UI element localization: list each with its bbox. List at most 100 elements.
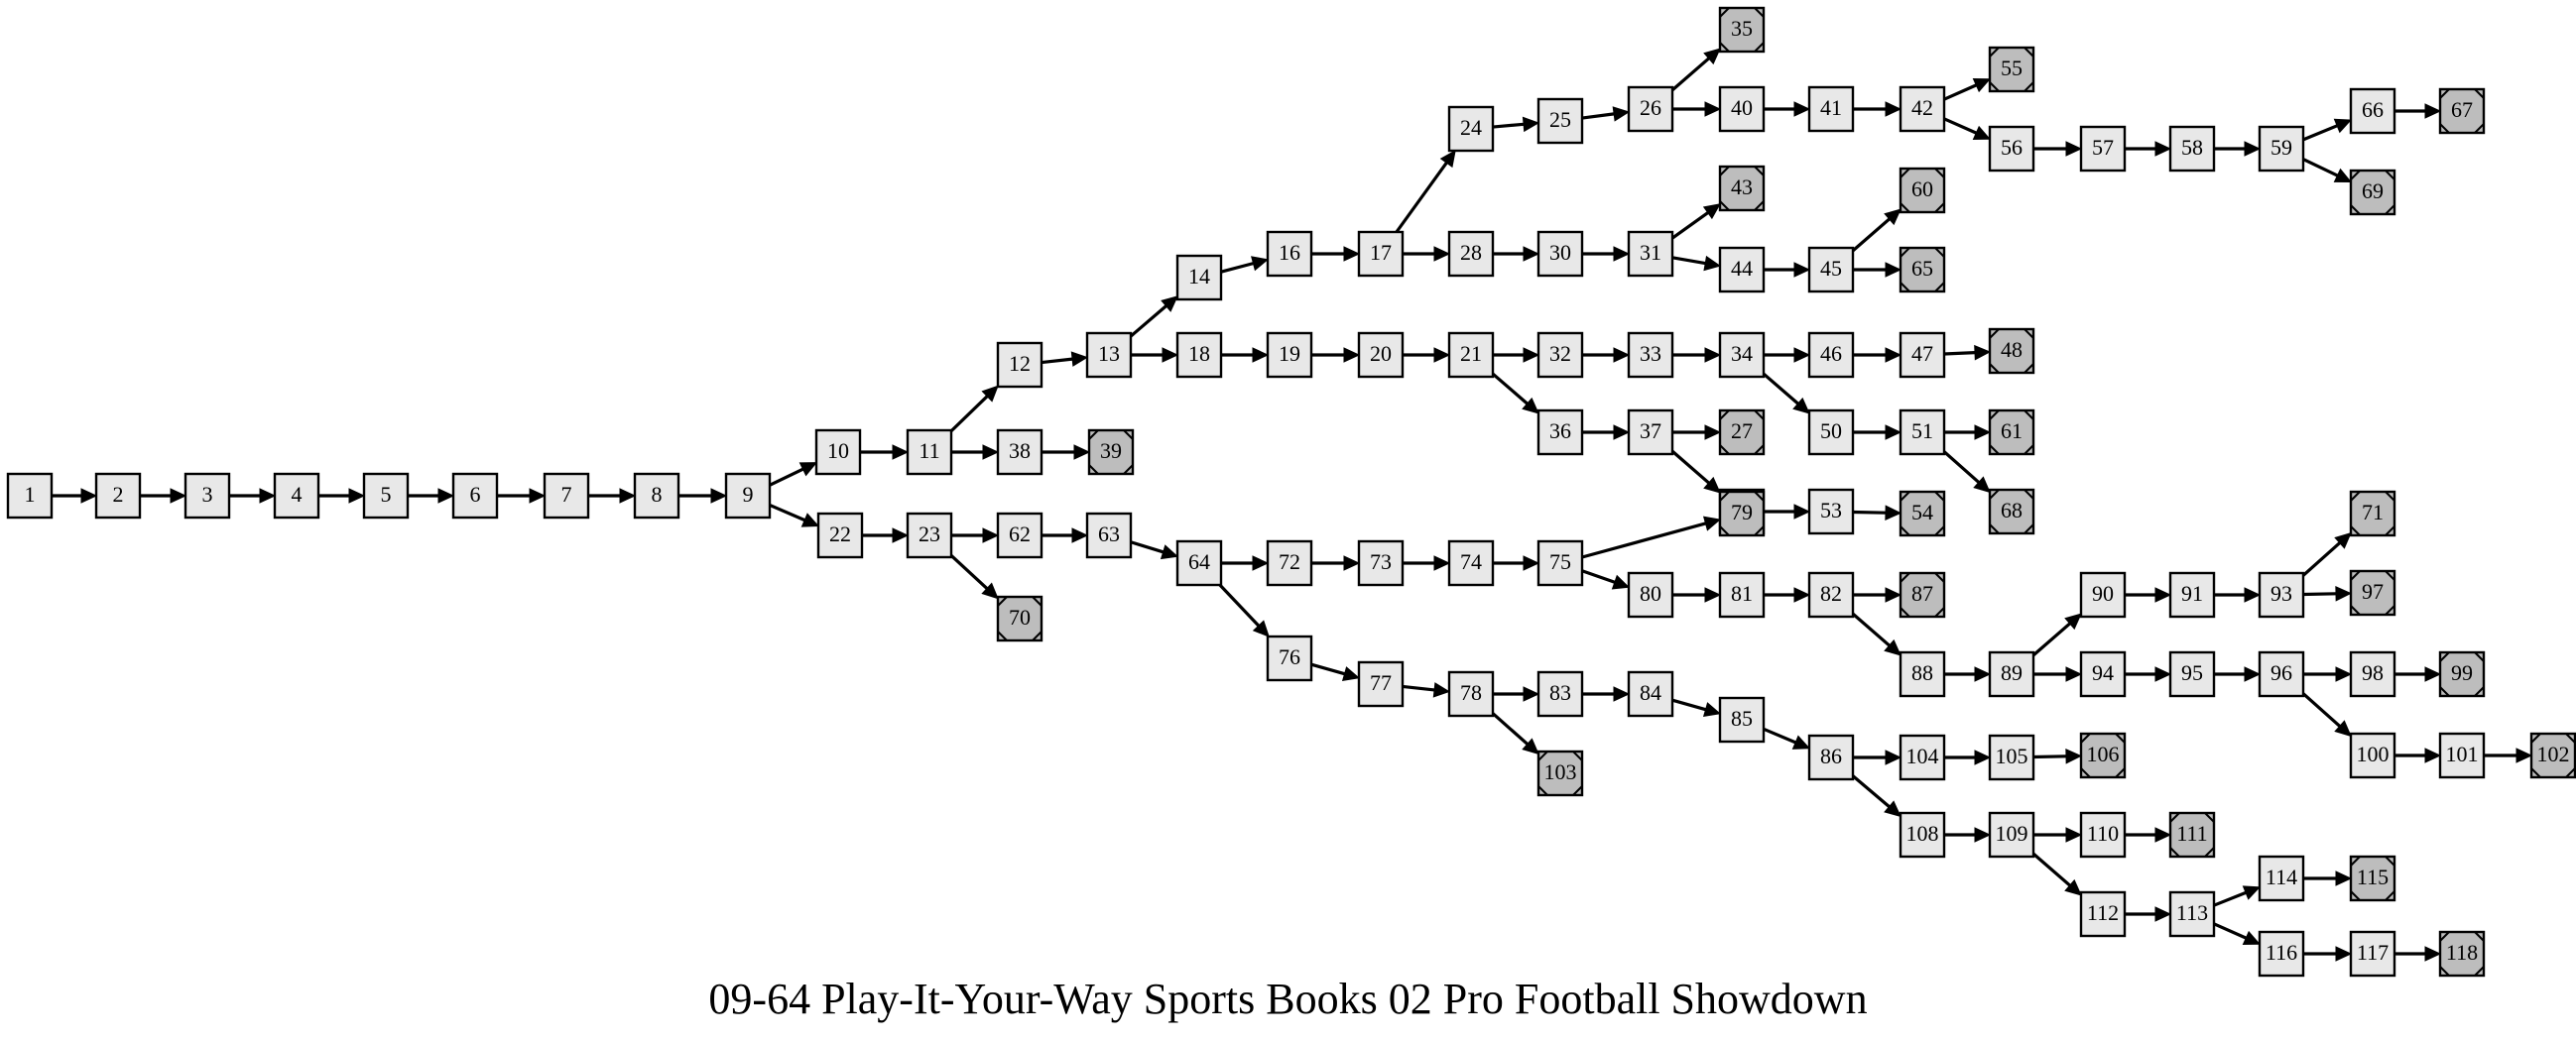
- arrowhead: [1702, 702, 1722, 718]
- node-label: 81: [1731, 581, 1753, 606]
- node-6: 6: [451, 472, 499, 520]
- ending-box: [1988, 46, 2035, 93]
- ending-corner-mark: [1754, 491, 1765, 502]
- arrowhead: [1791, 735, 1811, 750]
- node-label: 102: [2537, 742, 2570, 766]
- ending-corner-mark: [1719, 166, 1730, 176]
- arrowhead: [1793, 504, 1811, 520]
- node-label: 105: [1996, 744, 2028, 768]
- arrowhead: [1522, 397, 1539, 414]
- edge-13-to-18: [1131, 347, 1179, 363]
- node-box: [1899, 85, 1946, 133]
- ending-corner-mark: [2350, 170, 2361, 180]
- node-label: 9: [743, 482, 754, 507]
- ending-box: [1718, 6, 1766, 54]
- arrowhead: [1613, 424, 1631, 440]
- arrowhead: [1162, 347, 1179, 363]
- node-109: 109: [1988, 811, 2035, 859]
- ending-corner-mark: [2115, 733, 2126, 744]
- node-label: 60: [1911, 176, 1933, 201]
- ending-box: [1988, 327, 2035, 375]
- node-box: [1807, 246, 1855, 293]
- node-24: 24: [1447, 105, 1495, 153]
- ending-corner-mark: [2169, 847, 2180, 858]
- node-12: 12: [996, 341, 1043, 389]
- node-label: 73: [1370, 549, 1392, 574]
- arrowhead: [1884, 638, 1901, 656]
- edge-64-to-76: [1218, 583, 1270, 637]
- edge-2-to-3: [140, 488, 187, 504]
- edge-19-to-20: [1311, 347, 1361, 363]
- edge-line: [1670, 57, 1710, 92]
- edge-51-to-61: [1944, 424, 1992, 440]
- edge-85-to-86: [1763, 727, 1811, 750]
- node-100: 100: [2349, 732, 2396, 779]
- node-label: 3: [202, 482, 213, 507]
- node-box: [996, 428, 1043, 476]
- edge-line: [1762, 372, 1799, 406]
- node-label: 69: [2362, 178, 2384, 203]
- node-42: 42: [1899, 85, 1946, 133]
- arrowhead: [2065, 749, 2083, 764]
- node-label: 96: [2270, 660, 2292, 685]
- edge-25-to-26: [1581, 106, 1631, 122]
- node-23: 23: [906, 512, 953, 559]
- node-box: [996, 341, 1043, 389]
- arrowhead: [1343, 555, 1361, 571]
- arrowhead: [1252, 347, 1270, 363]
- node-47: 47: [1899, 331, 1946, 379]
- arrowhead: [2335, 946, 2353, 962]
- node-2: 2: [94, 472, 142, 520]
- node-label: 66: [2362, 97, 2384, 122]
- arrowhead: [1792, 397, 1810, 414]
- arrowhead: [1704, 347, 1722, 363]
- edge-91-to-93: [2214, 587, 2262, 603]
- node-box: [1357, 331, 1405, 379]
- ending-box: [2438, 87, 2486, 135]
- node-34: 34: [1718, 331, 1766, 379]
- edge-line: [1851, 217, 1891, 253]
- ending-corner-mark: [2439, 686, 2450, 697]
- ending-corner-mark: [1754, 200, 1765, 211]
- arrowhead: [2244, 666, 2262, 682]
- edge-96-to-98: [2303, 666, 2353, 682]
- edge-33-to-34: [1672, 347, 1722, 363]
- ending-box: [1899, 490, 1946, 537]
- node-112: 112: [2079, 890, 2127, 938]
- ending-node-103: 103: [1536, 750, 1584, 797]
- node-label: 4: [292, 482, 303, 507]
- node-84: 84: [1627, 670, 1674, 718]
- arrowhead: [1613, 686, 1631, 702]
- ending-corner-mark: [1719, 409, 1730, 420]
- node-45: 45: [1807, 246, 1855, 293]
- ending-corner-mark: [2350, 570, 2361, 581]
- edge-105-to-106: [2032, 749, 2083, 764]
- node-113: 113: [2168, 890, 2216, 938]
- node-box: [2079, 811, 2127, 859]
- arrowhead: [1974, 827, 1992, 843]
- ending-corner-mark: [1754, 166, 1765, 176]
- edge-line: [1129, 304, 1167, 338]
- node-20: 20: [1357, 331, 1405, 379]
- node-label: 104: [1906, 744, 1939, 768]
- ending-corner-mark: [2474, 931, 2485, 942]
- arrowhead: [2065, 827, 2083, 843]
- edge-47-to-48: [1943, 344, 1992, 361]
- arrowhead: [2335, 870, 2353, 886]
- arrowhead: [710, 488, 728, 504]
- edge-40-to-41: [1764, 101, 1811, 117]
- ending-corner-mark: [2385, 491, 2395, 502]
- arrowhead: [2154, 587, 2172, 603]
- node-76: 76: [1266, 635, 1313, 682]
- arrowhead: [437, 488, 455, 504]
- node-label: 22: [829, 522, 851, 546]
- edge-line: [1581, 569, 1616, 584]
- ending-corner-mark: [1934, 202, 1945, 213]
- node-label: 110: [2087, 821, 2119, 846]
- node-label: 10: [827, 438, 849, 463]
- node-box: [2438, 732, 2486, 779]
- node-72: 72: [1266, 539, 1313, 587]
- node-box: [1536, 230, 1584, 278]
- node-63: 63: [1085, 512, 1133, 559]
- node-4: 4: [273, 472, 320, 520]
